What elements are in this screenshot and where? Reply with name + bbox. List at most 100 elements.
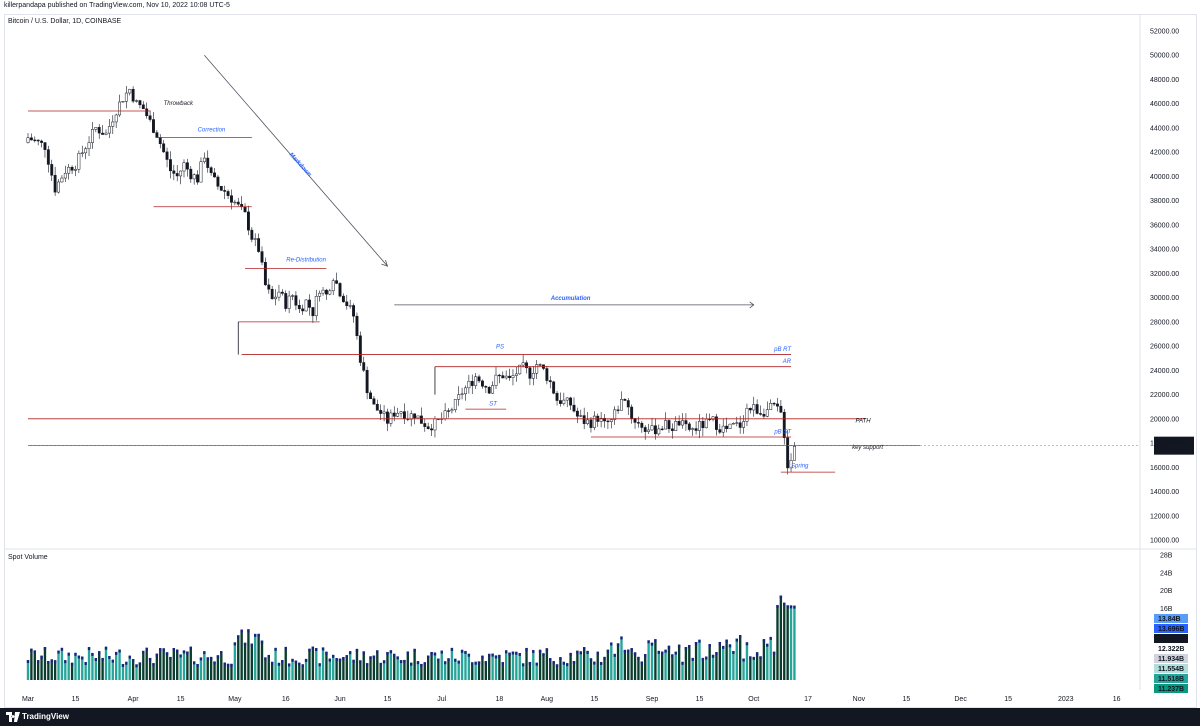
volume-bar: [694, 642, 698, 680]
volume-bar: [559, 657, 562, 680]
volume-bar-cap: [74, 652, 77, 656]
volume-bar: [745, 642, 749, 680]
candle-up: [77, 153, 81, 170]
volume-bar: [654, 639, 657, 680]
volume-bar-cap: [274, 647, 277, 651]
volume-bar-cap: [64, 660, 67, 664]
volume-bar: [30, 648, 33, 680]
price-chart[interactable]: 52000.00 50000.00 48000.00 46000.00 44000.00…: [0, 0, 1200, 708]
volume-bar-cap: [504, 650, 508, 654]
x-tick-label: 15: [590, 696, 598, 703]
volume-badge: [1154, 614, 1188, 623]
y-tick-label: 26000.00: [1150, 344, 1179, 351]
candle-up: [721, 425, 725, 433]
candle-up: [118, 101, 122, 116]
candle-down: [338, 283, 342, 297]
volume-bar: [477, 661, 481, 680]
annotation-spring: Spring: [791, 463, 809, 469]
volume-bar-cap: [325, 651, 328, 655]
volume-bar: [718, 641, 722, 680]
volume-bar-cap: [179, 654, 182, 658]
volume-bar-cap: [233, 642, 237, 646]
volume-bar: [213, 661, 216, 680]
brand-name: TradingView: [22, 712, 69, 721]
volume-bar-cap: [142, 650, 145, 654]
accumulation-arrowhead: [749, 301, 755, 309]
volume-bar-cap: [209, 656, 213, 660]
volume-bar-cap: [610, 642, 613, 646]
volume-bar-cap: [131, 659, 135, 663]
candle-up: [474, 376, 478, 386]
candle-down: [423, 423, 427, 427]
volume-bar-cap: [403, 659, 406, 663]
candle-up: [328, 290, 332, 295]
volume-bar: [484, 661, 488, 680]
volume-bar-cap: [779, 595, 783, 599]
volume-bar-cap: [576, 650, 579, 654]
volume-bar: [538, 649, 542, 680]
x-tick-label: 15: [177, 696, 185, 703]
candle-down: [50, 164, 54, 176]
volume-bar: [494, 655, 498, 680]
volume-bar: [633, 652, 637, 680]
volume-bar-cap: [26, 660, 30, 664]
markdown-arrow: [204, 54, 388, 267]
volume-pane-title: Spot Volume: [8, 554, 48, 561]
candle-up: [26, 137, 30, 143]
volume-bar: [189, 646, 192, 680]
volume-bar: [471, 662, 474, 680]
volume-bar: [722, 645, 725, 680]
volume-bar: [47, 660, 50, 680]
annotation-ar: AR: [782, 359, 792, 365]
volume-bar: [443, 661, 447, 680]
volume-bar: [186, 651, 189, 680]
volume-bar: [250, 643, 254, 680]
volume-bar: [142, 650, 145, 680]
footer-bar: TradingView: [0, 708, 1200, 726]
volume-bar: [260, 640, 264, 680]
volume-bar: [223, 662, 226, 680]
volume-bar: [230, 663, 233, 680]
volume-bar: [433, 652, 437, 680]
volume-bar-cap: [711, 654, 715, 658]
volume-bar: [542, 653, 545, 680]
candle-down: [152, 119, 155, 133]
volume-badge-value: 13.696B: [1158, 626, 1184, 633]
volume-bar: [572, 661, 576, 680]
volume-bar-cap: [226, 663, 230, 667]
volume-bar-cap: [169, 656, 172, 660]
annotation-ps: PS: [496, 345, 504, 351]
candle-up: [409, 413, 413, 420]
volume-bar-cap: [684, 647, 688, 651]
vol-tick-label: 28B: [1160, 553, 1173, 560]
volume-bar-cap: [98, 651, 101, 655]
volume-bar-cap: [125, 661, 128, 665]
candle-up: [314, 295, 318, 317]
candle-up: [124, 92, 128, 102]
candle-up: [504, 375, 508, 379]
volume-bar: [165, 652, 169, 680]
candle-up: [90, 129, 94, 143]
volume-bar: [610, 642, 613, 680]
volume-bar-cap: [118, 649, 121, 653]
candle-up: [731, 423, 735, 425]
volume-bar-cap: [562, 661, 566, 665]
volume-bar-cap: [491, 653, 494, 657]
volume-bar-cap: [633, 652, 637, 656]
volume-bar: [450, 647, 454, 680]
volume-bar: [64, 660, 67, 680]
x-tick-label: Mar: [22, 696, 35, 703]
volume-bar: [545, 648, 549, 680]
candle-up: [657, 428, 661, 435]
volume-badge-value: 11.237B: [1158, 686, 1184, 693]
x-tick-label: 15: [696, 696, 704, 703]
volume-bar: [508, 652, 511, 680]
candle-down: [779, 405, 783, 413]
volume-bar-cap: [176, 649, 179, 653]
candle-up: [399, 411, 403, 414]
volume-bar-cap: [559, 657, 562, 661]
volume-bar: [593, 661, 596, 680]
annotation-pb-st: pB ST: [773, 429, 792, 435]
candle-down: [43, 142, 47, 150]
candle-down: [786, 437, 790, 469]
